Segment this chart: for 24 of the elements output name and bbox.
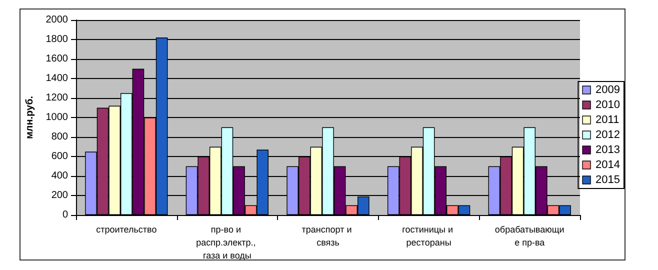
x-tick-label: транспорт и связь [302,224,354,248]
y-tick-label: 800 [51,132,68,142]
y-tick-label: 1200 [46,92,68,104]
y-tick-label: 200 [51,190,68,201]
y-tick-label: 1000 [46,112,68,123]
legend-label: 2014 [596,159,620,171]
legend-label: 2011 [596,114,620,126]
y-axis-title: млн.руб. [24,96,36,140]
legend-label: 2012 [596,129,620,141]
x-tick-label: пр-во и распр.электр., газа и воды [196,224,258,260]
legend-label: 2015 [596,174,620,186]
x-tick-label: гостиницы и рестораны [402,224,456,248]
legend-label: 2010 [596,99,620,111]
y-tick-label: 0 [62,210,68,220]
y-tick-label: 1600 [46,54,68,64]
legend-label: 2009 [596,84,620,96]
x-tick-label: строительство [96,224,157,234]
y-tick-label: 600 [51,151,68,162]
x-tick-label: обрабатывающие пр-ва [494,224,564,248]
y-tick-label: 400 [51,170,68,182]
y-tick-label: 1400 [46,73,68,84]
y-tick-label: 1800 [46,34,68,45]
y-tick-label: 2000 [46,14,68,26]
legend-label: 2013 [596,144,620,156]
